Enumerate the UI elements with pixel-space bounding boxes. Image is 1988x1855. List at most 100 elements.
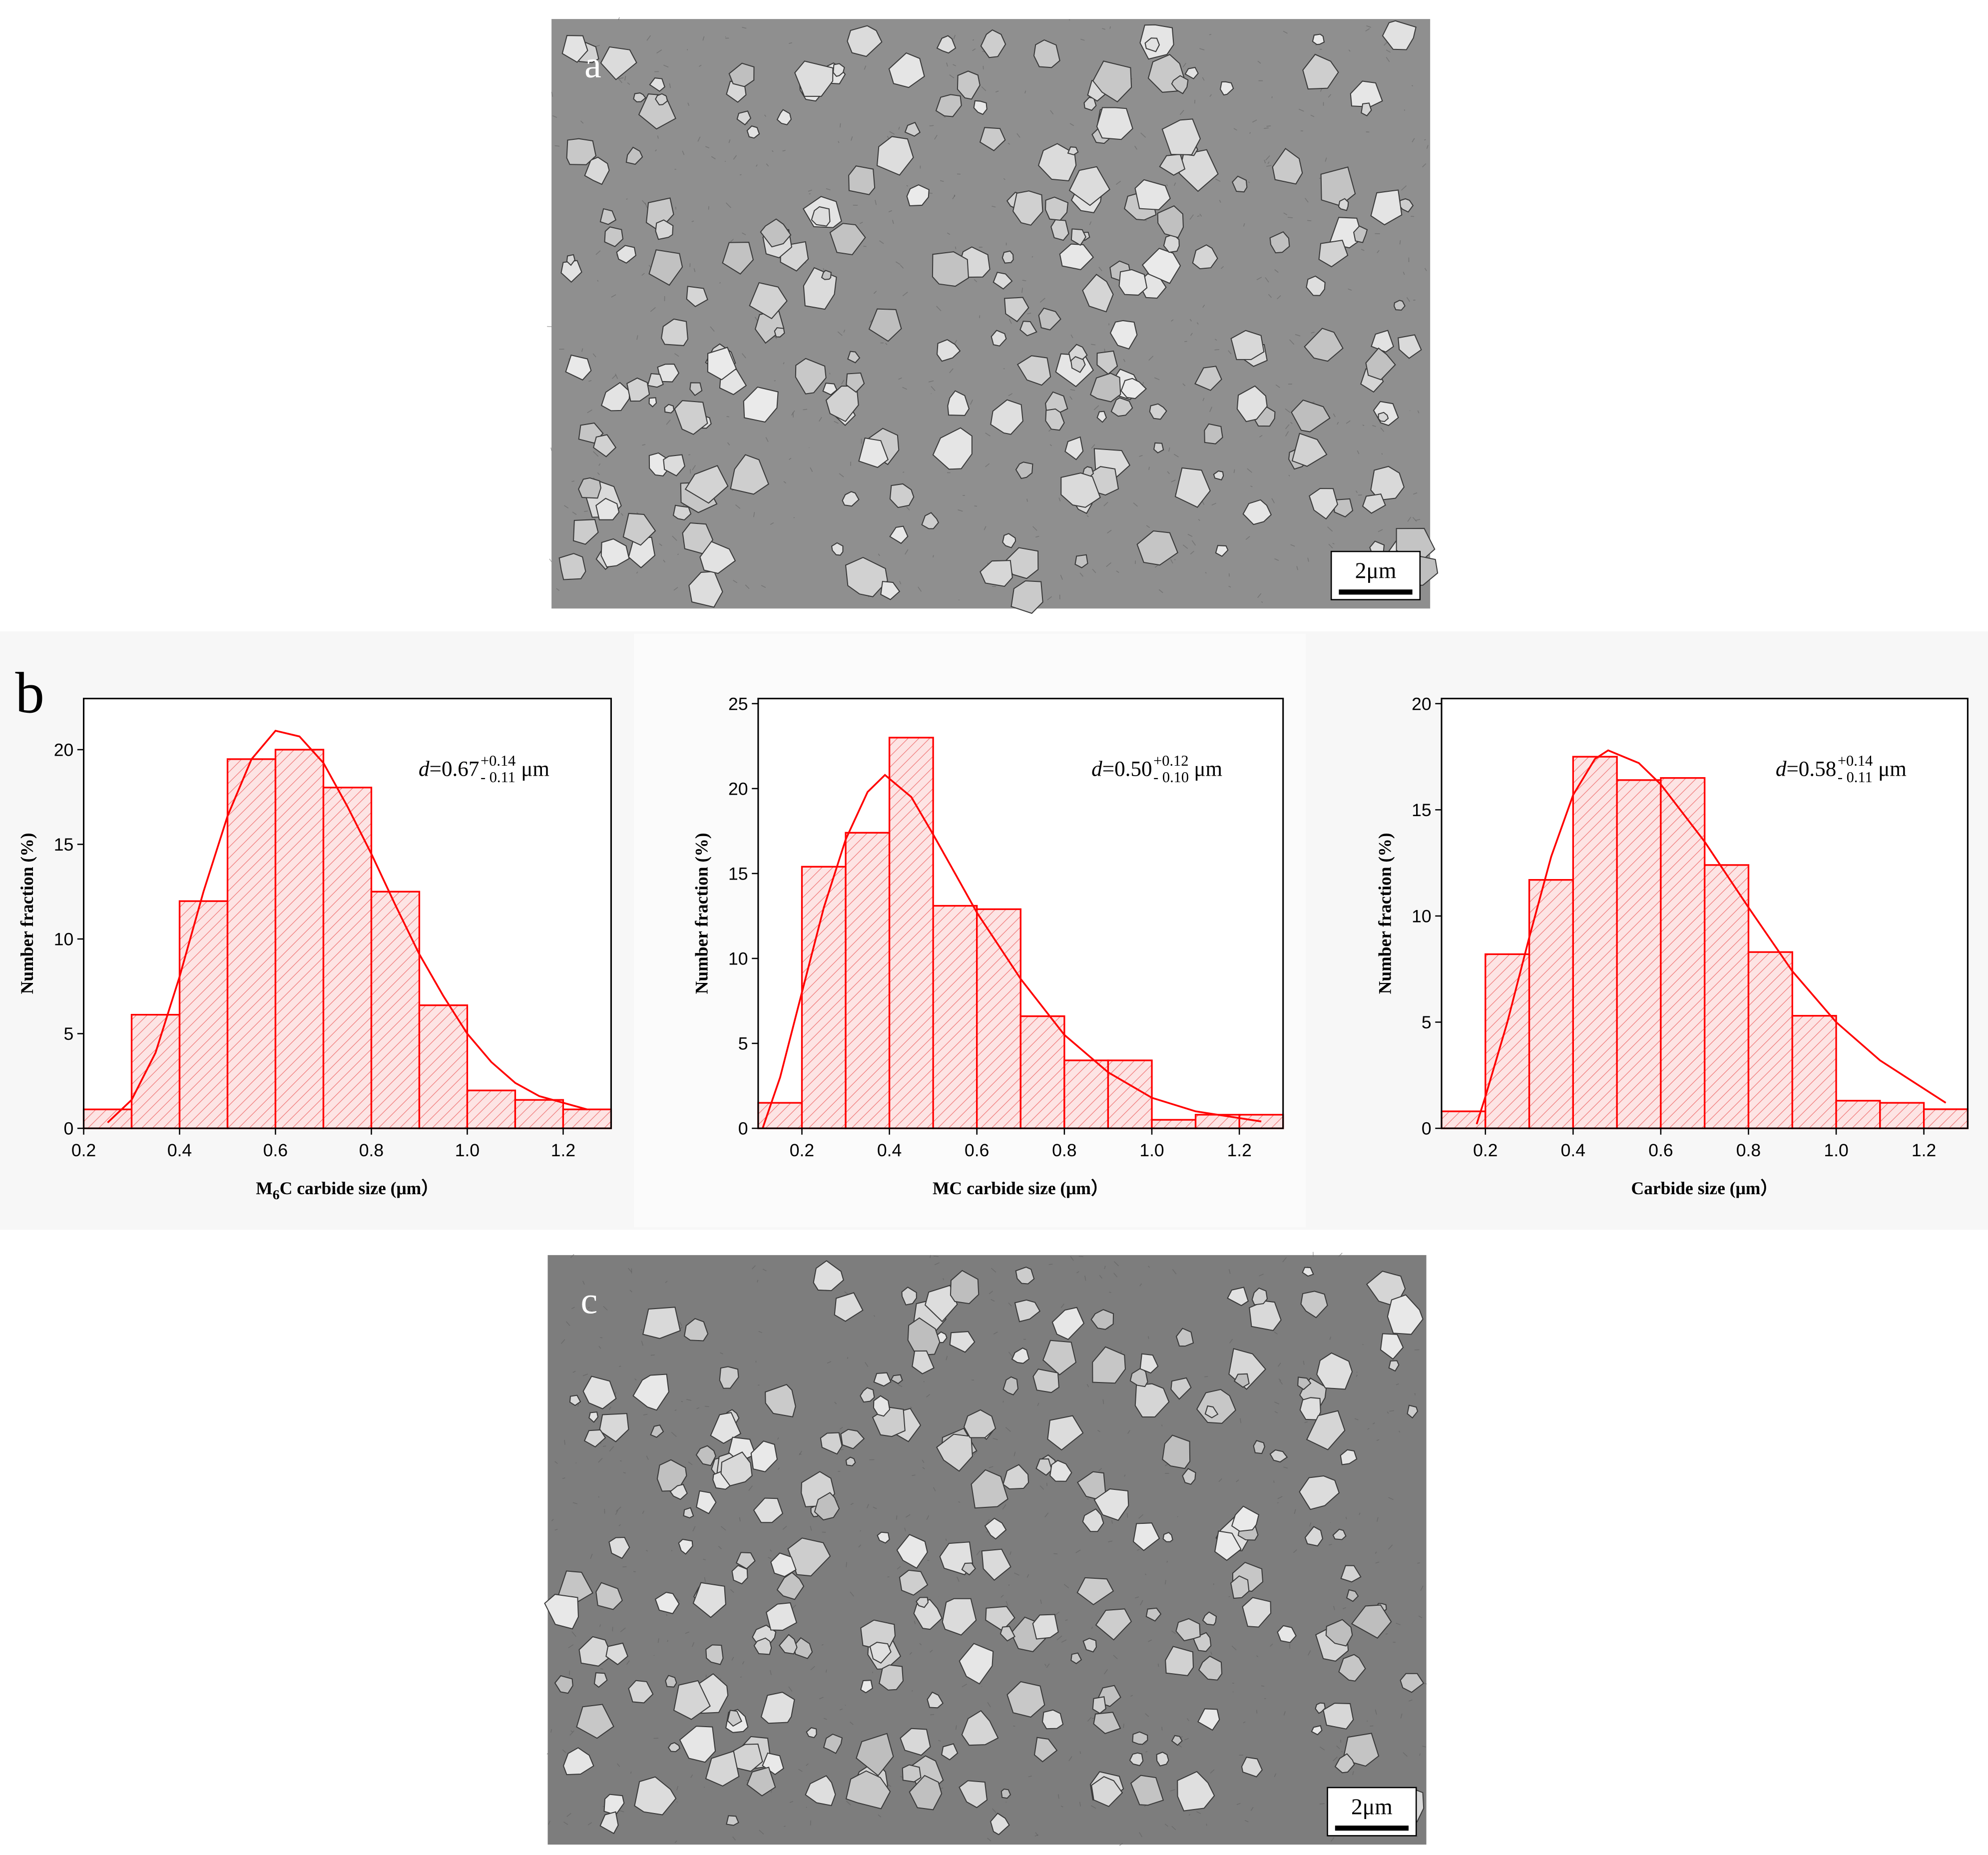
texture	[598, 463, 601, 466]
particle	[1249, 1300, 1282, 1332]
particle	[720, 1451, 753, 1487]
texture	[1002, 1504, 1006, 1510]
texture	[725, 202, 731, 208]
particle	[604, 226, 624, 247]
texture	[1170, 1789, 1175, 1792]
particle	[765, 1602, 798, 1631]
texture	[810, 1526, 812, 1531]
particle	[794, 60, 834, 97]
particle	[719, 1366, 739, 1389]
texture	[770, 522, 774, 525]
y-tick-label: 0	[1422, 1119, 1432, 1139]
particle	[1134, 179, 1171, 210]
texture	[898, 126, 900, 130]
particle	[888, 52, 925, 88]
particle	[1300, 1291, 1328, 1319]
texture	[991, 1268, 996, 1273]
texture	[646, 1455, 649, 1460]
texture	[1184, 341, 1187, 342]
texture	[905, 549, 909, 555]
texture	[1400, 1713, 1403, 1719]
texture	[1278, 1363, 1281, 1367]
particle	[845, 556, 888, 597]
texture	[1184, 1738, 1189, 1741]
bar	[226, 758, 277, 1129]
y-tick-label: 20	[1412, 694, 1432, 714]
x-axis-label: MC carbide size (μm）	[933, 1178, 1109, 1198]
texture	[720, 1526, 726, 1531]
particle	[932, 427, 973, 470]
texture	[1307, 1650, 1311, 1656]
texture	[1070, 1256, 1074, 1261]
texture	[803, 409, 808, 411]
texture	[1366, 25, 1372, 28]
texture	[592, 353, 596, 358]
texture	[1287, 217, 1293, 218]
particle	[626, 377, 650, 402]
texture	[1000, 1594, 1004, 1598]
texture	[1091, 344, 1096, 346]
texture	[1325, 157, 1327, 162]
texture	[1259, 1274, 1264, 1277]
x-tick-label: 0.4	[1561, 1140, 1585, 1160]
texture	[1388, 1544, 1393, 1550]
texture	[1068, 1756, 1072, 1762]
particle	[1198, 1655, 1223, 1681]
particle	[655, 219, 674, 240]
texture	[766, 163, 769, 167]
histogram-chart: 0.2 0.4 0.6 0.8 1.0 1.2 0 5 10 15 20 Number fractio…	[17, 698, 612, 1203]
particle	[728, 62, 755, 87]
particle	[1070, 1652, 1082, 1664]
particle	[749, 282, 788, 320]
texture	[1087, 1717, 1092, 1722]
texture	[1091, 1626, 1093, 1629]
particle	[1060, 472, 1101, 508]
particle	[1032, 1368, 1060, 1393]
texture	[992, 205, 996, 208]
texture	[985, 463, 990, 467]
texture	[1044, 1664, 1047, 1667]
texture	[1240, 1418, 1242, 1423]
texture	[564, 1439, 565, 1445]
particle	[562, 1747, 594, 1776]
particle	[695, 1445, 716, 1466]
texture	[834, 421, 839, 424]
texture	[1099, 1275, 1102, 1279]
texture	[845, 1705, 846, 1706]
particle	[632, 1374, 669, 1411]
particle	[1175, 1618, 1201, 1642]
particle	[746, 1767, 776, 1797]
texture	[671, 1431, 677, 1437]
particle	[1139, 1353, 1159, 1374]
texture	[1014, 1572, 1019, 1576]
texture	[1148, 1639, 1152, 1642]
particle	[1033, 39, 1060, 68]
texture	[1209, 407, 1213, 413]
texture	[1148, 1266, 1150, 1268]
texture	[1008, 319, 1012, 324]
texture	[825, 1669, 827, 1673]
particle	[730, 454, 769, 495]
texture	[742, 1661, 745, 1665]
texture	[1086, 515, 1089, 517]
particle	[1045, 408, 1065, 431]
texture	[1275, 384, 1280, 388]
texture	[1245, 536, 1250, 540]
particle	[1089, 373, 1121, 403]
texture	[892, 220, 894, 224]
texture	[1039, 1485, 1044, 1490]
texture	[595, 44, 600, 47]
bar	[757, 1102, 803, 1129]
particle	[650, 1424, 664, 1438]
particle	[1049, 1459, 1072, 1482]
particle	[942, 1598, 977, 1636]
bar	[1660, 777, 1706, 1129]
particle	[1329, 217, 1364, 249]
particle	[909, 1775, 943, 1811]
particle	[1156, 1752, 1169, 1767]
particle	[1182, 1468, 1196, 1485]
texture	[888, 1784, 892, 1787]
particle	[821, 270, 832, 280]
texture	[940, 180, 944, 182]
particle	[600, 538, 630, 568]
